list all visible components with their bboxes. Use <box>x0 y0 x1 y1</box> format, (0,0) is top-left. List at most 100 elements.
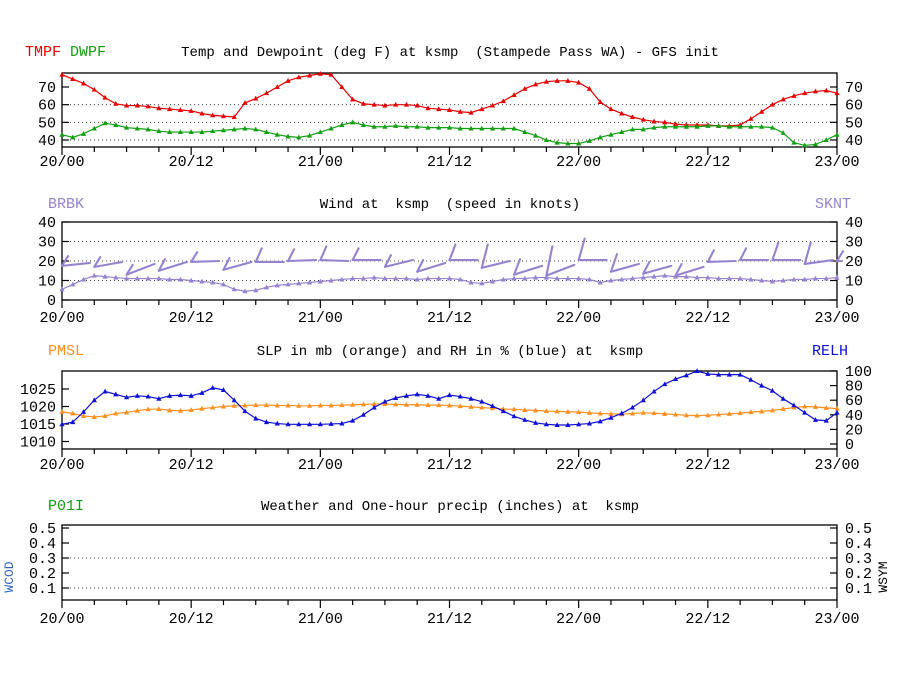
wsym-axis-label: WSYM <box>876 561 891 593</box>
legend-brbk: BRBK <box>48 196 85 213</box>
x-tick-label: 20/12 <box>169 611 214 628</box>
wind-barb-feather <box>319 245 328 262</box>
wind-barb-staff <box>609 262 641 273</box>
wind-barb-staff <box>93 260 124 268</box>
wind-barb-feather <box>480 243 489 269</box>
y-tick-label-left: 70 <box>38 80 56 97</box>
x-tick-label: 23/00 <box>814 457 859 474</box>
y-tick-label-right: 30 <box>845 235 863 252</box>
y-tick-label-left: 0.1 <box>29 581 56 598</box>
y-tick-label-right: 40 <box>845 133 863 150</box>
wind-barb-feather <box>286 248 296 263</box>
y-tick-label-right: 80 <box>845 379 863 396</box>
y-tick-label-left: 40 <box>38 215 56 232</box>
wind-barb-staff <box>416 261 447 273</box>
wind-barb-feather <box>706 249 715 264</box>
relh-line <box>61 370 838 426</box>
wind-barb-feather <box>351 247 360 262</box>
y-tick-label-right: 0.2 <box>845 566 872 583</box>
y-tick-label-left: 1010 <box>20 435 56 452</box>
plot-frame <box>61 524 838 601</box>
x-tick-label: 22/12 <box>685 310 730 327</box>
x-tick-label: 21/12 <box>427 457 472 474</box>
wind-barb-feather <box>190 251 199 264</box>
wind-barb-feather <box>157 257 166 272</box>
wind-barb-feather <box>609 253 619 273</box>
x-tick-label: 20/12 <box>169 457 214 474</box>
y-tick-label-right: 0.4 <box>845 536 872 553</box>
wind-barb-feather <box>448 243 457 262</box>
wind-barb-staff <box>222 260 253 271</box>
legend-pmsl: PMSL <box>48 343 85 360</box>
y-tick-label-left: 60 <box>38 98 56 115</box>
sknt-markers <box>59 272 840 294</box>
relh-markers <box>59 368 840 428</box>
wind-barb-staff <box>803 258 834 265</box>
x-tick-label: 21/00 <box>298 154 343 171</box>
y-tick-label-right: 50 <box>845 115 863 132</box>
y-tick-label-left: 1025 <box>20 382 56 399</box>
panel3-title: SLP in mb (orange) and RH in % (blue) at… <box>256 344 644 360</box>
y-tick-label-right: 40 <box>845 408 863 425</box>
legend-relh: RELH <box>812 343 849 360</box>
panel1-title: Temp and Dewpoint (deg F) at ksmp (Stamp… <box>181 45 719 61</box>
y-tick-label-left: 0.5 <box>29 521 56 538</box>
y-tick-label-left: 30 <box>38 235 56 252</box>
x-tick-label: 22/12 <box>685 457 730 474</box>
wind-barb-staff <box>513 264 544 276</box>
plot-frame <box>61 370 838 450</box>
wind-barb-staff <box>480 259 511 269</box>
wind-barb-staff <box>60 261 92 267</box>
wind-barb-feather <box>642 260 651 275</box>
wind-barb-staff <box>190 259 221 264</box>
y-tick-label-right: 0.5 <box>845 521 872 538</box>
x-tick-label: 20/12 <box>169 154 214 171</box>
x-tick-label: 22/12 <box>685 611 730 628</box>
wind-barb-feather <box>771 241 780 262</box>
x-tick-label: 20/00 <box>39 457 84 474</box>
wind-barb-staff <box>706 259 737 264</box>
x-tick-label: 22/00 <box>556 154 601 171</box>
y-tick-label-right: 0.1 <box>845 581 872 598</box>
x-tick-label: 21/00 <box>298 611 343 628</box>
wind-barb-staff <box>286 258 318 263</box>
tmpf-markers <box>59 70 840 128</box>
x-tick-label: 20/00 <box>39 310 84 327</box>
y-tick-label-left: 50 <box>38 115 56 132</box>
y-tick-label-right: 0 <box>845 293 854 310</box>
x-tick-label: 21/00 <box>298 310 343 327</box>
y-tick-label-left: 20 <box>38 254 56 271</box>
y-tick-label-left: 0.3 <box>29 551 56 568</box>
y-tick-label-right: 40 <box>845 215 863 232</box>
x-tick-label: 23/00 <box>814 611 859 628</box>
pmsl-markers <box>59 401 840 419</box>
wind-barb-feather <box>674 262 683 277</box>
legend-sknt: SKNT <box>815 196 852 213</box>
wind-barb-feather <box>93 256 102 268</box>
y-tick-label-left: 1020 <box>20 400 56 417</box>
wcod-axis-label: WCOD <box>2 561 17 593</box>
wind-barb-feather <box>383 254 392 268</box>
wind-barb-feather <box>222 257 231 271</box>
x-tick-label: 22/00 <box>556 457 601 474</box>
y-tick-label-left: 0 <box>47 293 56 310</box>
y-tick-label-left: 40 <box>38 133 56 150</box>
x-tick-label: 21/00 <box>298 457 343 474</box>
y-tick-label-right: 0 <box>845 437 854 454</box>
wind-barb-feather <box>513 257 522 276</box>
y-tick-label-right: 0.3 <box>845 551 872 568</box>
y-tick-label-right: 100 <box>845 364 872 381</box>
x-tick-label: 21/12 <box>427 611 472 628</box>
panel4-title: Weather and One-hour precip (inches) at … <box>260 499 640 515</box>
wind-barb-feather <box>577 237 586 262</box>
x-tick-label: 22/00 <box>556 310 601 327</box>
y-tick-label-right: 60 <box>845 393 863 410</box>
wind-barb-feather <box>803 241 812 265</box>
x-tick-label: 20/00 <box>39 154 84 171</box>
tmpf-line <box>61 73 838 127</box>
y-tick-label-left: 0.4 <box>29 536 56 553</box>
x-tick-label: 22/12 <box>685 154 730 171</box>
